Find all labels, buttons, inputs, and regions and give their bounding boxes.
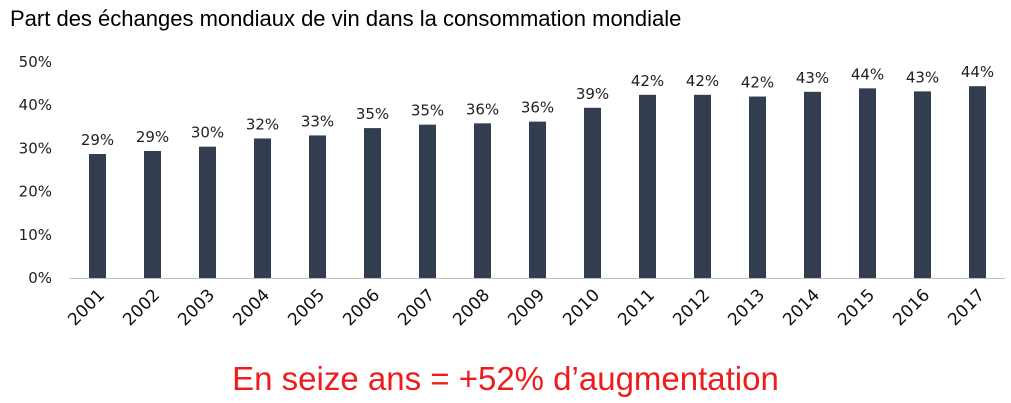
bar bbox=[804, 91, 821, 278]
bar-chart: 0% 10% 20% 30% 40% 50% 29% 29% 30% 32% 33% 35% 35% 3… bbox=[19, 53, 1005, 330]
bar bbox=[694, 94, 711, 278]
bar bbox=[859, 88, 876, 279]
data-label: 33% bbox=[301, 112, 334, 130]
bar bbox=[529, 121, 546, 278]
bar-series: 29% 29% 30% 32% 33% 35% 35% 36% 36% 39% 42% 42% 42% 4… bbox=[81, 63, 994, 279]
bar bbox=[969, 86, 986, 278]
data-label: 35% bbox=[411, 102, 444, 120]
data-label: 29% bbox=[81, 131, 114, 149]
x-tick-label: 2009 bbox=[504, 285, 549, 330]
data-label: 30% bbox=[191, 124, 224, 142]
data-label: 36% bbox=[466, 100, 499, 118]
bar bbox=[89, 154, 106, 278]
bar bbox=[364, 128, 381, 278]
data-label: 39% bbox=[576, 85, 609, 103]
bar bbox=[584, 107, 601, 279]
x-tick-label: 2008 bbox=[449, 285, 494, 330]
data-label: 36% bbox=[521, 99, 554, 117]
bar bbox=[639, 94, 656, 278]
data-label: 35% bbox=[356, 105, 389, 123]
y-tick-label: 40% bbox=[19, 96, 52, 114]
y-tick-label: 0% bbox=[28, 269, 52, 287]
x-tick-label: 2007 bbox=[394, 285, 439, 330]
bar bbox=[749, 96, 766, 278]
y-tick-label: 10% bbox=[19, 226, 52, 244]
x-tick-label: 2016 bbox=[889, 285, 934, 330]
x-tick-label: 2004 bbox=[229, 285, 274, 330]
data-label: 42% bbox=[631, 72, 664, 90]
y-axis: 0% 10% 20% 30% 40% 50% bbox=[19, 53, 52, 287]
bar bbox=[309, 135, 326, 278]
data-label: 44% bbox=[851, 65, 884, 83]
y-tick-label: 20% bbox=[19, 183, 52, 201]
x-tick-label: 2010 bbox=[559, 285, 604, 330]
y-tick-label: 50% bbox=[19, 53, 52, 71]
x-tick-label: 2013 bbox=[724, 285, 769, 330]
data-label: 43% bbox=[796, 69, 829, 87]
data-label: 29% bbox=[136, 128, 169, 146]
data-label: 42% bbox=[686, 72, 719, 90]
bar bbox=[474, 123, 491, 279]
bar bbox=[144, 150, 161, 278]
annotation-text: En seize ans = +52% d’augmentation bbox=[232, 360, 779, 397]
x-tick-label: 2014 bbox=[779, 285, 824, 330]
x-tick-label: 2001 bbox=[64, 285, 109, 330]
x-tick-label: 2017 bbox=[944, 285, 989, 330]
x-tick-label: 2015 bbox=[834, 285, 879, 330]
x-tick-label: 2011 bbox=[614, 285, 659, 330]
data-label: 44% bbox=[961, 63, 994, 81]
data-label: 32% bbox=[246, 115, 279, 133]
x-tick-label: 2005 bbox=[284, 285, 329, 330]
chart-title: Part des échanges mondiaux de vin dans l… bbox=[10, 6, 682, 31]
bar bbox=[199, 146, 216, 278]
y-tick-label: 30% bbox=[19, 139, 52, 157]
data-label: 43% bbox=[906, 68, 939, 86]
x-tick-label: 2002 bbox=[119, 285, 164, 330]
bar bbox=[254, 138, 271, 278]
data-label: 42% bbox=[741, 74, 774, 92]
x-tick-label: 2006 bbox=[339, 285, 384, 330]
x-tick-label: 2003 bbox=[174, 285, 219, 330]
bar bbox=[419, 124, 436, 278]
x-axis: 2001 2002 2003 2004 2005 2006 2007 2008 2009 2010… bbox=[64, 278, 1005, 330]
bar bbox=[914, 91, 931, 278]
x-tick-label: 2012 bbox=[669, 285, 714, 330]
